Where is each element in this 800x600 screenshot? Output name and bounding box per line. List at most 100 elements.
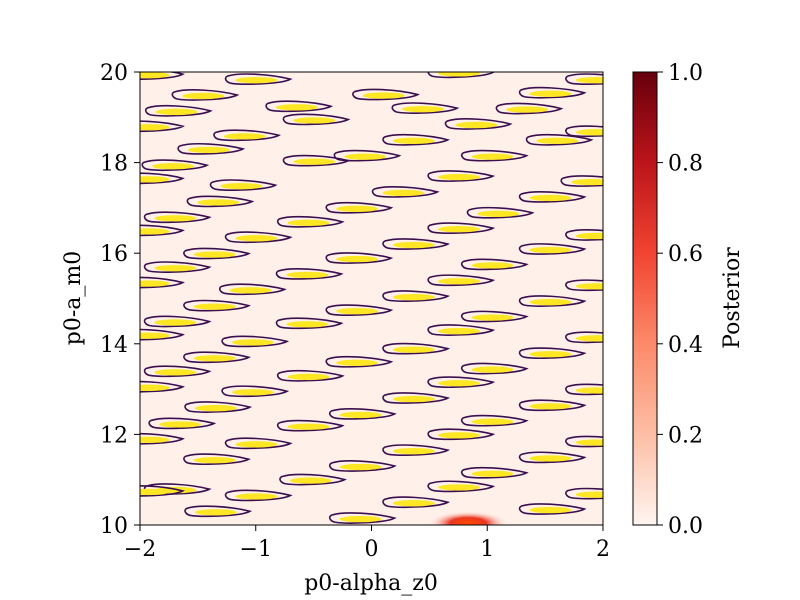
contour-core xyxy=(437,327,480,335)
contour-core xyxy=(477,210,520,217)
contour-core xyxy=(182,92,225,100)
colorbar-tick-label: 0.6 xyxy=(668,242,703,267)
contour-core xyxy=(392,395,435,403)
x-tick-label: 1 xyxy=(480,537,494,562)
y-tick-label: 18 xyxy=(100,152,128,177)
contour-mode xyxy=(325,201,394,214)
contour-outline xyxy=(325,252,394,264)
contour-mode xyxy=(328,460,397,472)
contour-core xyxy=(339,411,382,419)
contour-core xyxy=(529,90,572,97)
contour-core xyxy=(140,176,170,183)
contour-outline xyxy=(140,276,185,289)
colorbar-label: Posterior xyxy=(720,247,745,349)
contour-mode xyxy=(460,149,529,162)
contour-mode xyxy=(382,444,450,456)
contour-core xyxy=(286,271,329,279)
contour-outline xyxy=(427,72,496,79)
contour-outline xyxy=(518,295,587,307)
contour-mode xyxy=(352,88,420,101)
contour-core xyxy=(529,246,572,254)
contour-mode xyxy=(460,466,529,479)
contour-outline xyxy=(186,195,255,208)
contour-mode xyxy=(427,222,496,234)
contour-core xyxy=(140,124,170,131)
contour-outline xyxy=(565,73,603,85)
contour-core xyxy=(159,421,202,428)
contour-mode xyxy=(143,365,212,378)
contour-core xyxy=(154,215,197,222)
contour-mode xyxy=(275,268,344,280)
contour-mode xyxy=(282,113,351,126)
contour-core xyxy=(529,194,572,202)
contour-core xyxy=(293,117,336,124)
y-axis: 10 12 14 16 18 20 xyxy=(100,61,140,539)
contour-core xyxy=(187,146,230,154)
contour-outline xyxy=(565,331,603,344)
contour-mode xyxy=(518,347,587,359)
contour-mode xyxy=(382,342,450,355)
contour-mode xyxy=(183,299,251,312)
contour-outline xyxy=(325,201,394,214)
contour-core xyxy=(575,232,603,240)
contour-outline xyxy=(382,444,450,456)
contour-outline xyxy=(525,133,594,146)
contour-mode xyxy=(565,383,603,396)
contour-outline xyxy=(325,304,394,316)
contour-core xyxy=(471,470,514,478)
contour-outline xyxy=(518,399,587,412)
contour-mode xyxy=(460,362,529,375)
contour-mode xyxy=(328,512,397,524)
contour-outline xyxy=(382,133,450,146)
contour-mode xyxy=(141,159,210,171)
contour-mode xyxy=(140,328,185,341)
contour-mode xyxy=(143,211,212,224)
colorbar-gradient xyxy=(632,71,658,526)
contour-core xyxy=(339,463,382,471)
contour-core xyxy=(437,173,480,181)
contour-mode xyxy=(382,496,450,508)
contour-outline xyxy=(148,417,217,430)
plot-area xyxy=(139,71,604,526)
contour-mode xyxy=(140,380,185,393)
contour-mode xyxy=(518,503,587,515)
contour-outline xyxy=(427,170,496,182)
contour-core xyxy=(140,384,170,391)
contour-mode xyxy=(565,279,603,292)
contour-core xyxy=(529,403,572,410)
contour-mode xyxy=(140,120,185,132)
contour-mode xyxy=(466,206,535,219)
colorbar-tick-label: 0.2 xyxy=(668,423,703,448)
contour-outline xyxy=(279,473,347,486)
contour-core xyxy=(140,280,170,287)
contour-outline xyxy=(460,149,529,162)
contour-mode xyxy=(460,310,529,323)
contour-mode xyxy=(495,102,564,115)
contour-outline xyxy=(224,73,293,85)
contour-mode xyxy=(382,392,450,404)
contour-mode xyxy=(427,428,496,441)
posterior-peak xyxy=(428,511,509,525)
contour-outline xyxy=(140,224,185,237)
y-tick-label: 20 xyxy=(100,61,128,86)
contour-outline xyxy=(184,505,253,518)
contour-mode xyxy=(518,86,587,99)
contour-core xyxy=(437,380,480,387)
contour-core xyxy=(471,418,514,425)
contour-outline xyxy=(427,222,496,234)
contour-outline xyxy=(183,453,251,465)
y-axis-label: p0-a_m0 xyxy=(61,251,86,346)
contour-mode xyxy=(177,143,246,155)
contour-core xyxy=(154,369,197,376)
contour-mode xyxy=(427,274,496,287)
contour-outline xyxy=(391,102,460,114)
contour-mode xyxy=(325,304,394,316)
colorbar: 0.0 0.2 0.4 0.6 0.8 1.0 Posterior xyxy=(632,61,745,539)
contour-core xyxy=(344,153,387,160)
contour-core xyxy=(392,500,435,507)
contour-outline xyxy=(140,120,185,132)
contour-mode xyxy=(221,385,290,398)
contour-core xyxy=(140,436,170,444)
contour-core xyxy=(437,432,480,439)
contour-mode xyxy=(565,435,603,448)
